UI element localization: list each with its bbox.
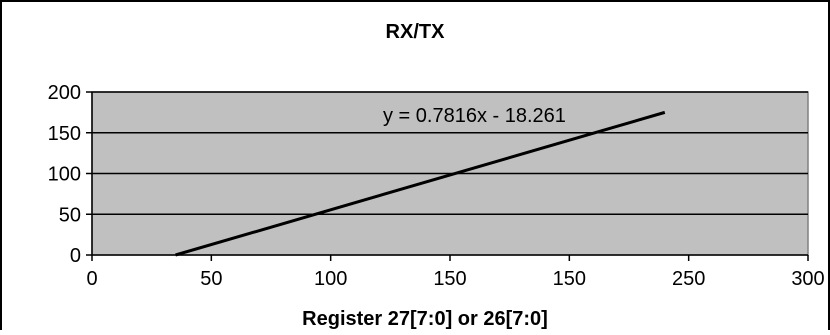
x-tick-label: 50 [200, 268, 222, 290]
y-tick-label: 50 [59, 204, 81, 226]
x-tick-label: 150 [433, 268, 466, 290]
x-tick-label: 100 [314, 268, 347, 290]
chart-title: RX/TX [386, 21, 446, 43]
y-tick-label: 100 [48, 164, 81, 186]
y-tick-label: 150 [48, 123, 81, 145]
y-tick-label: 200 [48, 82, 81, 104]
x-axis: 0 50 100 150 150 250 300 [86, 254, 825, 290]
y-axis: 0 50 100 150 200 [48, 82, 93, 267]
series [175, 110, 666, 257]
x-tick-label: 150 [553, 268, 586, 290]
x-tick-label: 0 [86, 268, 97, 290]
x-tick-label: 250 [672, 268, 705, 290]
series-line [175, 110, 666, 257]
x-axis-title: Register 27[7:0] or 26[7:0] [302, 308, 548, 330]
x-tick-label: 300 [791, 268, 824, 290]
trendline-equation: y = 0.7816x - 18.261 [383, 105, 566, 127]
y-tick-label: 0 [70, 245, 81, 267]
